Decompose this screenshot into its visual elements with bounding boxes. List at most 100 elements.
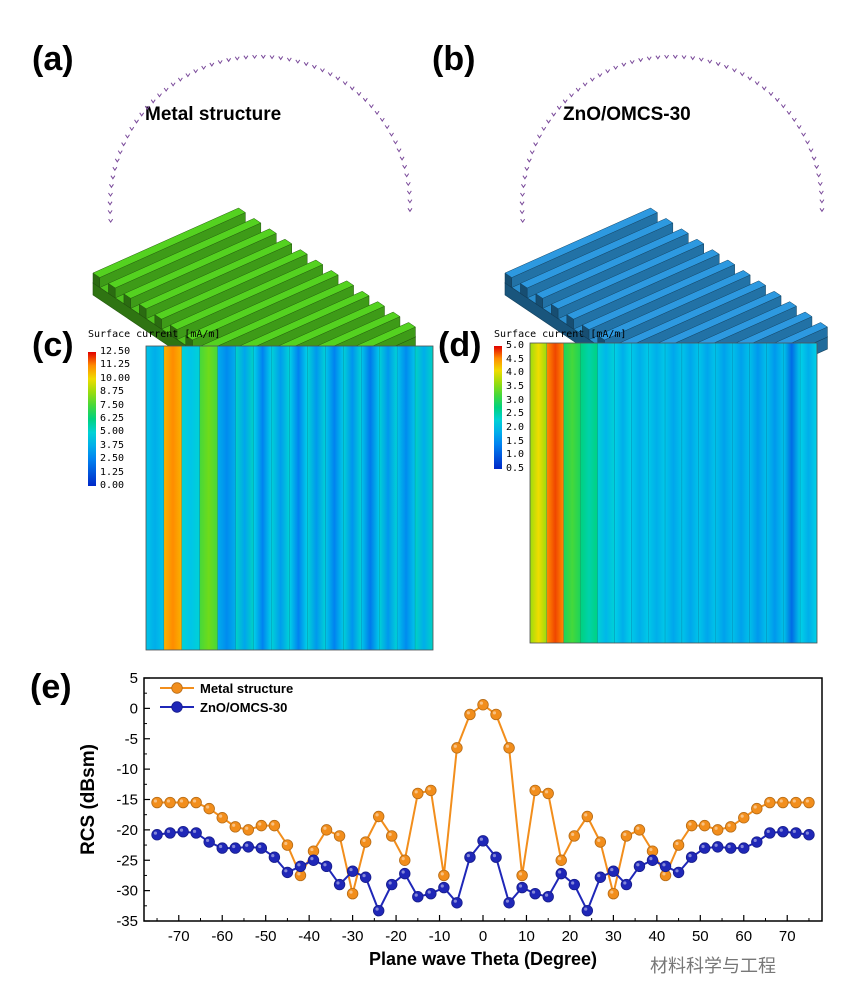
panel-b-probe-marker <box>646 56 652 61</box>
data-point-zno-omcs-30 <box>803 829 815 841</box>
panel-b-probe-marker <box>533 142 539 147</box>
data-point-zno-omcs-30 <box>242 841 255 853</box>
x-tick-label: 0 <box>479 928 487 945</box>
panel-b-probe-marker <box>582 82 588 87</box>
panel-b-probe-marker <box>575 87 581 92</box>
panel-b-probe-marker <box>629 60 635 65</box>
panel-c-colorbar-tick: 6.25 <box>100 413 125 424</box>
data-point-zno-omcs-30 <box>685 851 698 863</box>
data-point-highlight <box>505 899 510 903</box>
panel-d-colorbar-title: Surface current [mA/m] <box>494 329 627 340</box>
data-point-highlight <box>310 847 314 852</box>
data-point-highlight <box>219 844 223 849</box>
panel-b-probe-marker <box>521 184 526 189</box>
data-point-metal-structure <box>503 742 515 754</box>
panel-d-colorbar-tick: 1.0 <box>506 449 525 461</box>
panel-b-probe-marker <box>747 76 753 81</box>
panel-b-probe-marker <box>522 175 528 180</box>
panel-a-strip-top <box>92 207 246 278</box>
data-point-metal-structure <box>751 802 763 815</box>
data-point-highlight <box>531 787 536 791</box>
legend-label-zno-omcs-30: ZnO/OMCS-30 <box>200 700 287 715</box>
panel-b-probe-marker <box>655 55 661 60</box>
x-tick-label: 20 <box>562 928 579 945</box>
panel-b-probe-marker <box>698 57 704 62</box>
data-point-zno-omcs-30 <box>698 842 711 854</box>
panel-d-colorbar-tick: 2.5 <box>506 408 525 420</box>
data-point-metal-structure <box>190 796 202 809</box>
data-point-highlight <box>336 832 340 836</box>
panel-b-probe-marker <box>754 81 760 86</box>
data-point-metal-structure <box>451 742 463 754</box>
panel-b-strip-top <box>597 270 751 341</box>
data-point-highlight <box>675 869 679 873</box>
panel-c-colorbar-tick: 12.50 <box>100 346 131 357</box>
data-point-zno-omcs-30 <box>594 871 607 883</box>
y-tick-label: 5 <box>130 670 138 687</box>
panel-d-colorbar-tick: 5.0 <box>506 340 525 351</box>
data-point-highlight <box>518 884 523 888</box>
data-point-highlight <box>779 828 783 832</box>
data-point-metal-structure <box>359 836 372 848</box>
data-point-metal-structure <box>490 708 502 721</box>
panel-a-probe-marker <box>303 62 309 67</box>
data-point-highlight <box>479 701 483 705</box>
panel-b-probe-marker <box>808 148 814 153</box>
x-tick-label: 60 <box>735 928 752 945</box>
data-point-highlight <box>349 890 353 894</box>
panel-c-colorbar-tick: 1.25 <box>100 466 125 478</box>
panel-b-probe-marker <box>597 73 603 78</box>
panel-b-probe-marker <box>638 58 644 63</box>
data-point-highlight <box>701 844 705 849</box>
data-point-highlight <box>440 884 444 888</box>
panel-b-probe-marker <box>519 210 525 215</box>
data-point-zno-omcs-30 <box>542 891 554 903</box>
data-point-metal-structure <box>386 830 398 842</box>
data-point-highlight <box>284 841 288 846</box>
panel-a-probe-marker <box>389 132 394 137</box>
data-point-highlight <box>492 854 497 858</box>
data-point-zno-omcs-30 <box>464 851 476 863</box>
data-point-highlight <box>662 863 666 867</box>
panel-b-probe-marker <box>774 97 780 103</box>
data-point-highlight <box>349 867 353 872</box>
data-point-zno-omcs-30 <box>790 827 802 839</box>
panel-a-probe-marker <box>335 76 341 81</box>
panel-b-title: ZnO/OMCS-30 <box>563 104 691 125</box>
data-point-highlight <box>388 832 392 836</box>
data-point-metal-structure <box>738 812 750 824</box>
data-point-highlight <box>584 907 588 911</box>
data-point-highlight <box>271 854 275 858</box>
panel-c-label: (c) <box>32 326 74 364</box>
panel-c-colorbar-title: Surface current [mA/m] <box>88 329 221 340</box>
x-tick-label: -30 <box>342 928 364 945</box>
panel-b-probe-marker <box>519 201 525 206</box>
panel-a-probe-marker <box>185 73 191 78</box>
data-point-zno-omcs-30 <box>164 827 176 839</box>
panel-a-probe-marker <box>286 57 292 62</box>
panel-a-probe-marker <box>404 173 410 178</box>
panel-d-surface-current-map <box>494 342 818 644</box>
y-tick-label: -20 <box>116 822 138 839</box>
data-point-highlight <box>623 832 627 836</box>
data-point-highlight <box>401 857 405 861</box>
data-point-zno-omcs-30 <box>386 878 398 891</box>
data-point-highlight <box>701 822 705 826</box>
panel-b-probe-marker <box>541 126 547 132</box>
panel-a-probe-marker <box>384 125 390 130</box>
data-point-metal-structure <box>672 839 685 851</box>
panel-b-probe-marker <box>520 218 526 224</box>
x-tick-label: 30 <box>605 928 622 945</box>
data-point-highlight <box>571 881 575 885</box>
data-point-highlight <box>753 805 757 809</box>
data-point-highlight <box>623 881 627 885</box>
y-axis-label: RCS (dBsm) <box>78 744 99 855</box>
data-point-zno-omcs-30 <box>229 842 241 854</box>
panel-a-probe-marker <box>157 93 162 98</box>
panel-b-probe-marker <box>690 56 696 61</box>
panel-b-probe-marker <box>819 208 825 213</box>
panel-a-probe-marker <box>349 86 355 91</box>
data-point-zno-omcs-30 <box>725 842 737 854</box>
data-point-highlight <box>597 874 601 878</box>
panel-b-probe-marker <box>811 156 817 161</box>
